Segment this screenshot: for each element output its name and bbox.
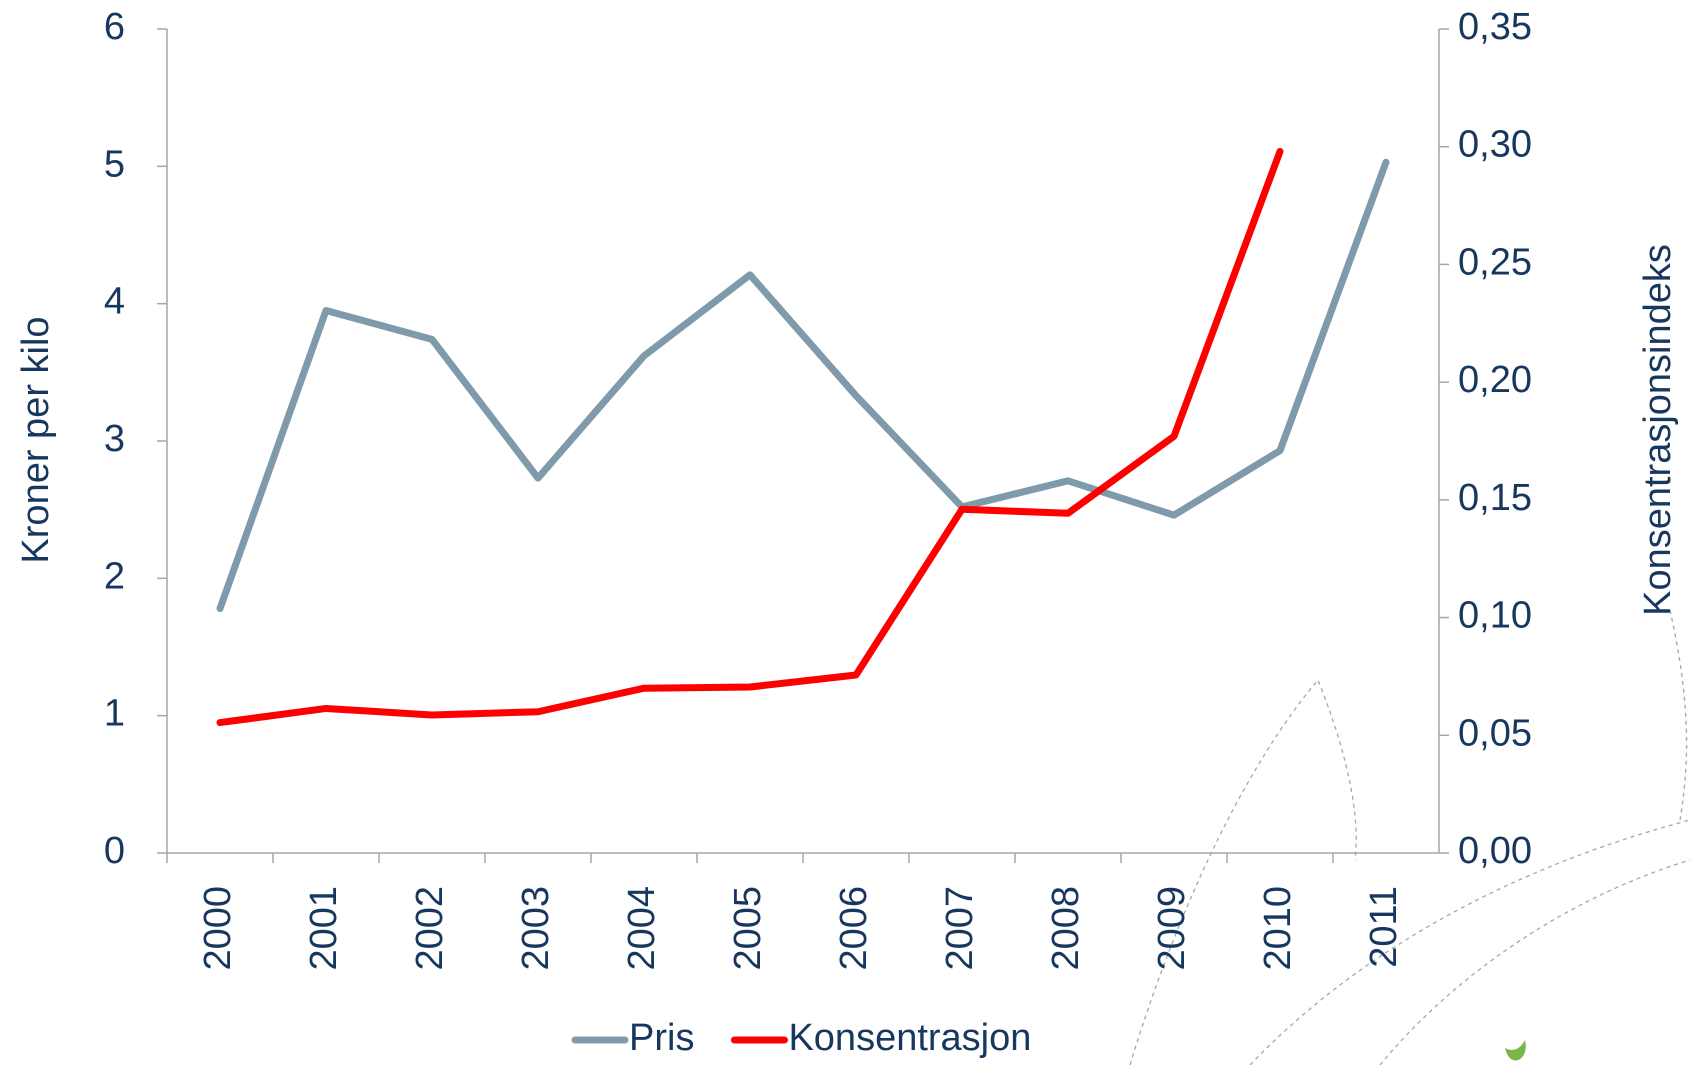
chart: Kroner per kilo Konsentrasjonsindeks 0 1 2… [0, 0, 1690, 1065]
y-tick-label: 2 [104, 555, 125, 597]
x-tick-label: 2006 [833, 886, 875, 971]
y2-tick-label: 0,05 [1458, 712, 1532, 754]
y-tick-label: 0 [104, 830, 125, 872]
x-tick-label: 2003 [515, 886, 557, 971]
x-tick-label: 2005 [727, 886, 769, 971]
decoration [1130, 610, 1690, 1065]
y-tick-label: 5 [104, 143, 125, 185]
x-tick-label: 2002 [409, 886, 451, 971]
x-tick-label: 2010 [1257, 886, 1299, 971]
x-tick-label: 2004 [621, 886, 663, 971]
x-tick-label: 2001 [303, 886, 345, 971]
y2-axis-title: Konsentrasjonsindeks [1637, 244, 1679, 616]
legend-label: Konsentrasjon [788, 1017, 1031, 1059]
y2-tick-label: 0,30 [1458, 124, 1532, 166]
x-tick-label: 2000 [197, 886, 239, 971]
y2-tick-label: 0,10 [1458, 595, 1532, 637]
logo-leaf [1505, 1040, 1526, 1060]
data-line [220, 151, 1280, 722]
y2-tick-label: 0,15 [1458, 477, 1532, 519]
x-tick-label: 2011 [1363, 886, 1405, 968]
legend-label: Pris [629, 1017, 694, 1059]
y2-tick-label: 0,00 [1458, 830, 1532, 872]
y-tick-label: 4 [104, 281, 125, 323]
y-axis-title: Kroner per kilo [15, 316, 57, 563]
x-tick-label: 2007 [939, 886, 981, 971]
x-tick-label: 2009 [1151, 886, 1193, 971]
y-tick-label: 6 [104, 6, 125, 48]
y-tick-label: 1 [104, 693, 125, 735]
y2-tick-label: 0,20 [1458, 359, 1532, 401]
y-tick-label: 3 [104, 418, 125, 460]
y2-tick-label: 0,35 [1458, 6, 1532, 48]
data-line [220, 162, 1386, 608]
y2-tick-label: 0,25 [1458, 241, 1532, 283]
x-tick-label: 2008 [1045, 886, 1087, 971]
